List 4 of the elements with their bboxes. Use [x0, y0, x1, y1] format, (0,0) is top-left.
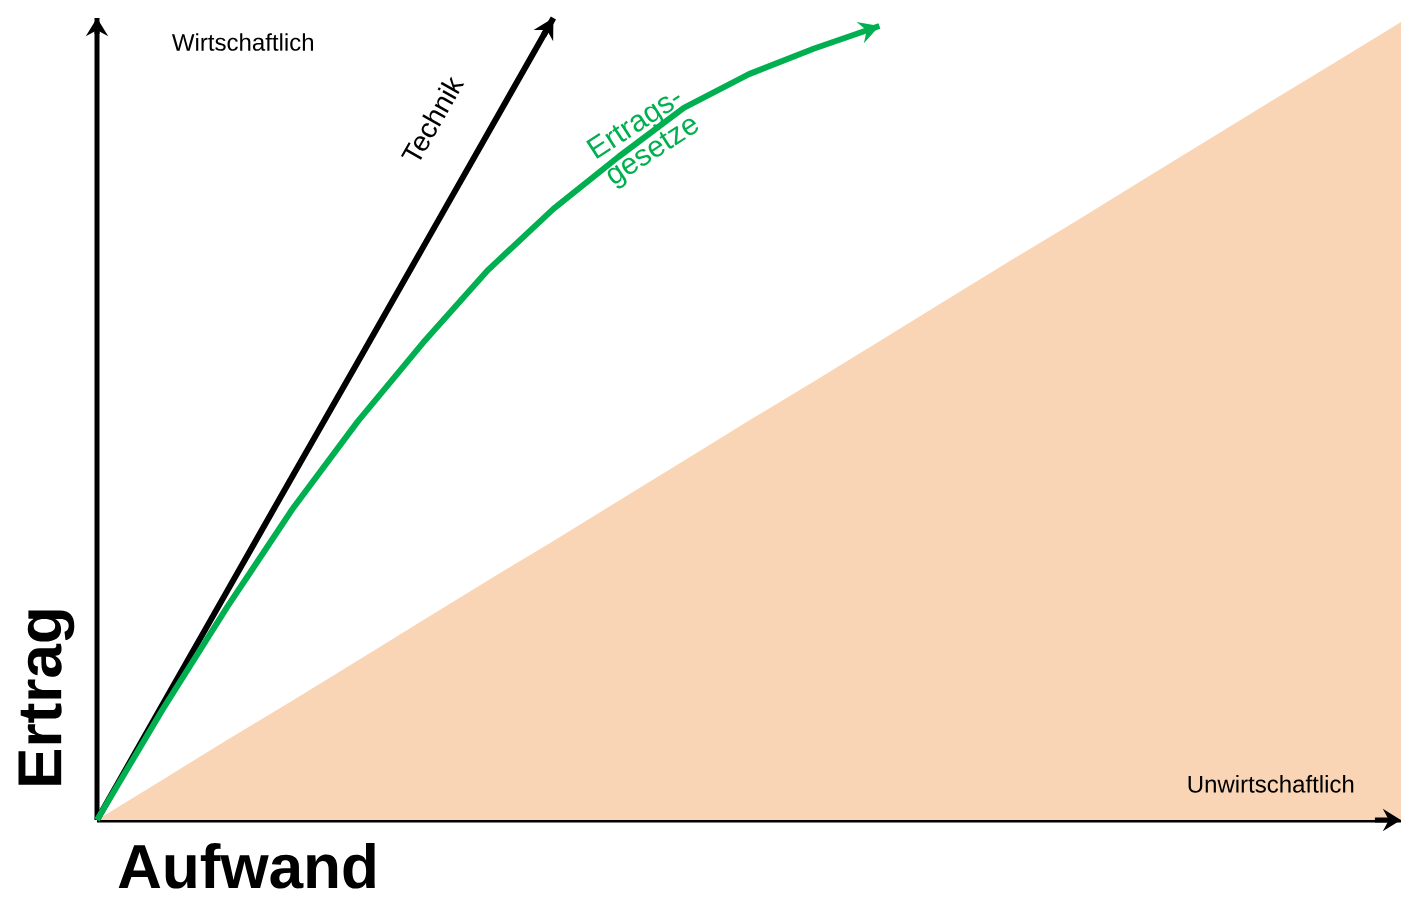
- annotation: Wirtschaftlich: [171, 33, 314, 51]
- y-axis-title: Ertrag: [18, 610, 75, 785]
- x-axis-title: Aufwand: [118, 843, 375, 889]
- annotation: Unwirtschaftlich: [1188, 775, 1354, 793]
